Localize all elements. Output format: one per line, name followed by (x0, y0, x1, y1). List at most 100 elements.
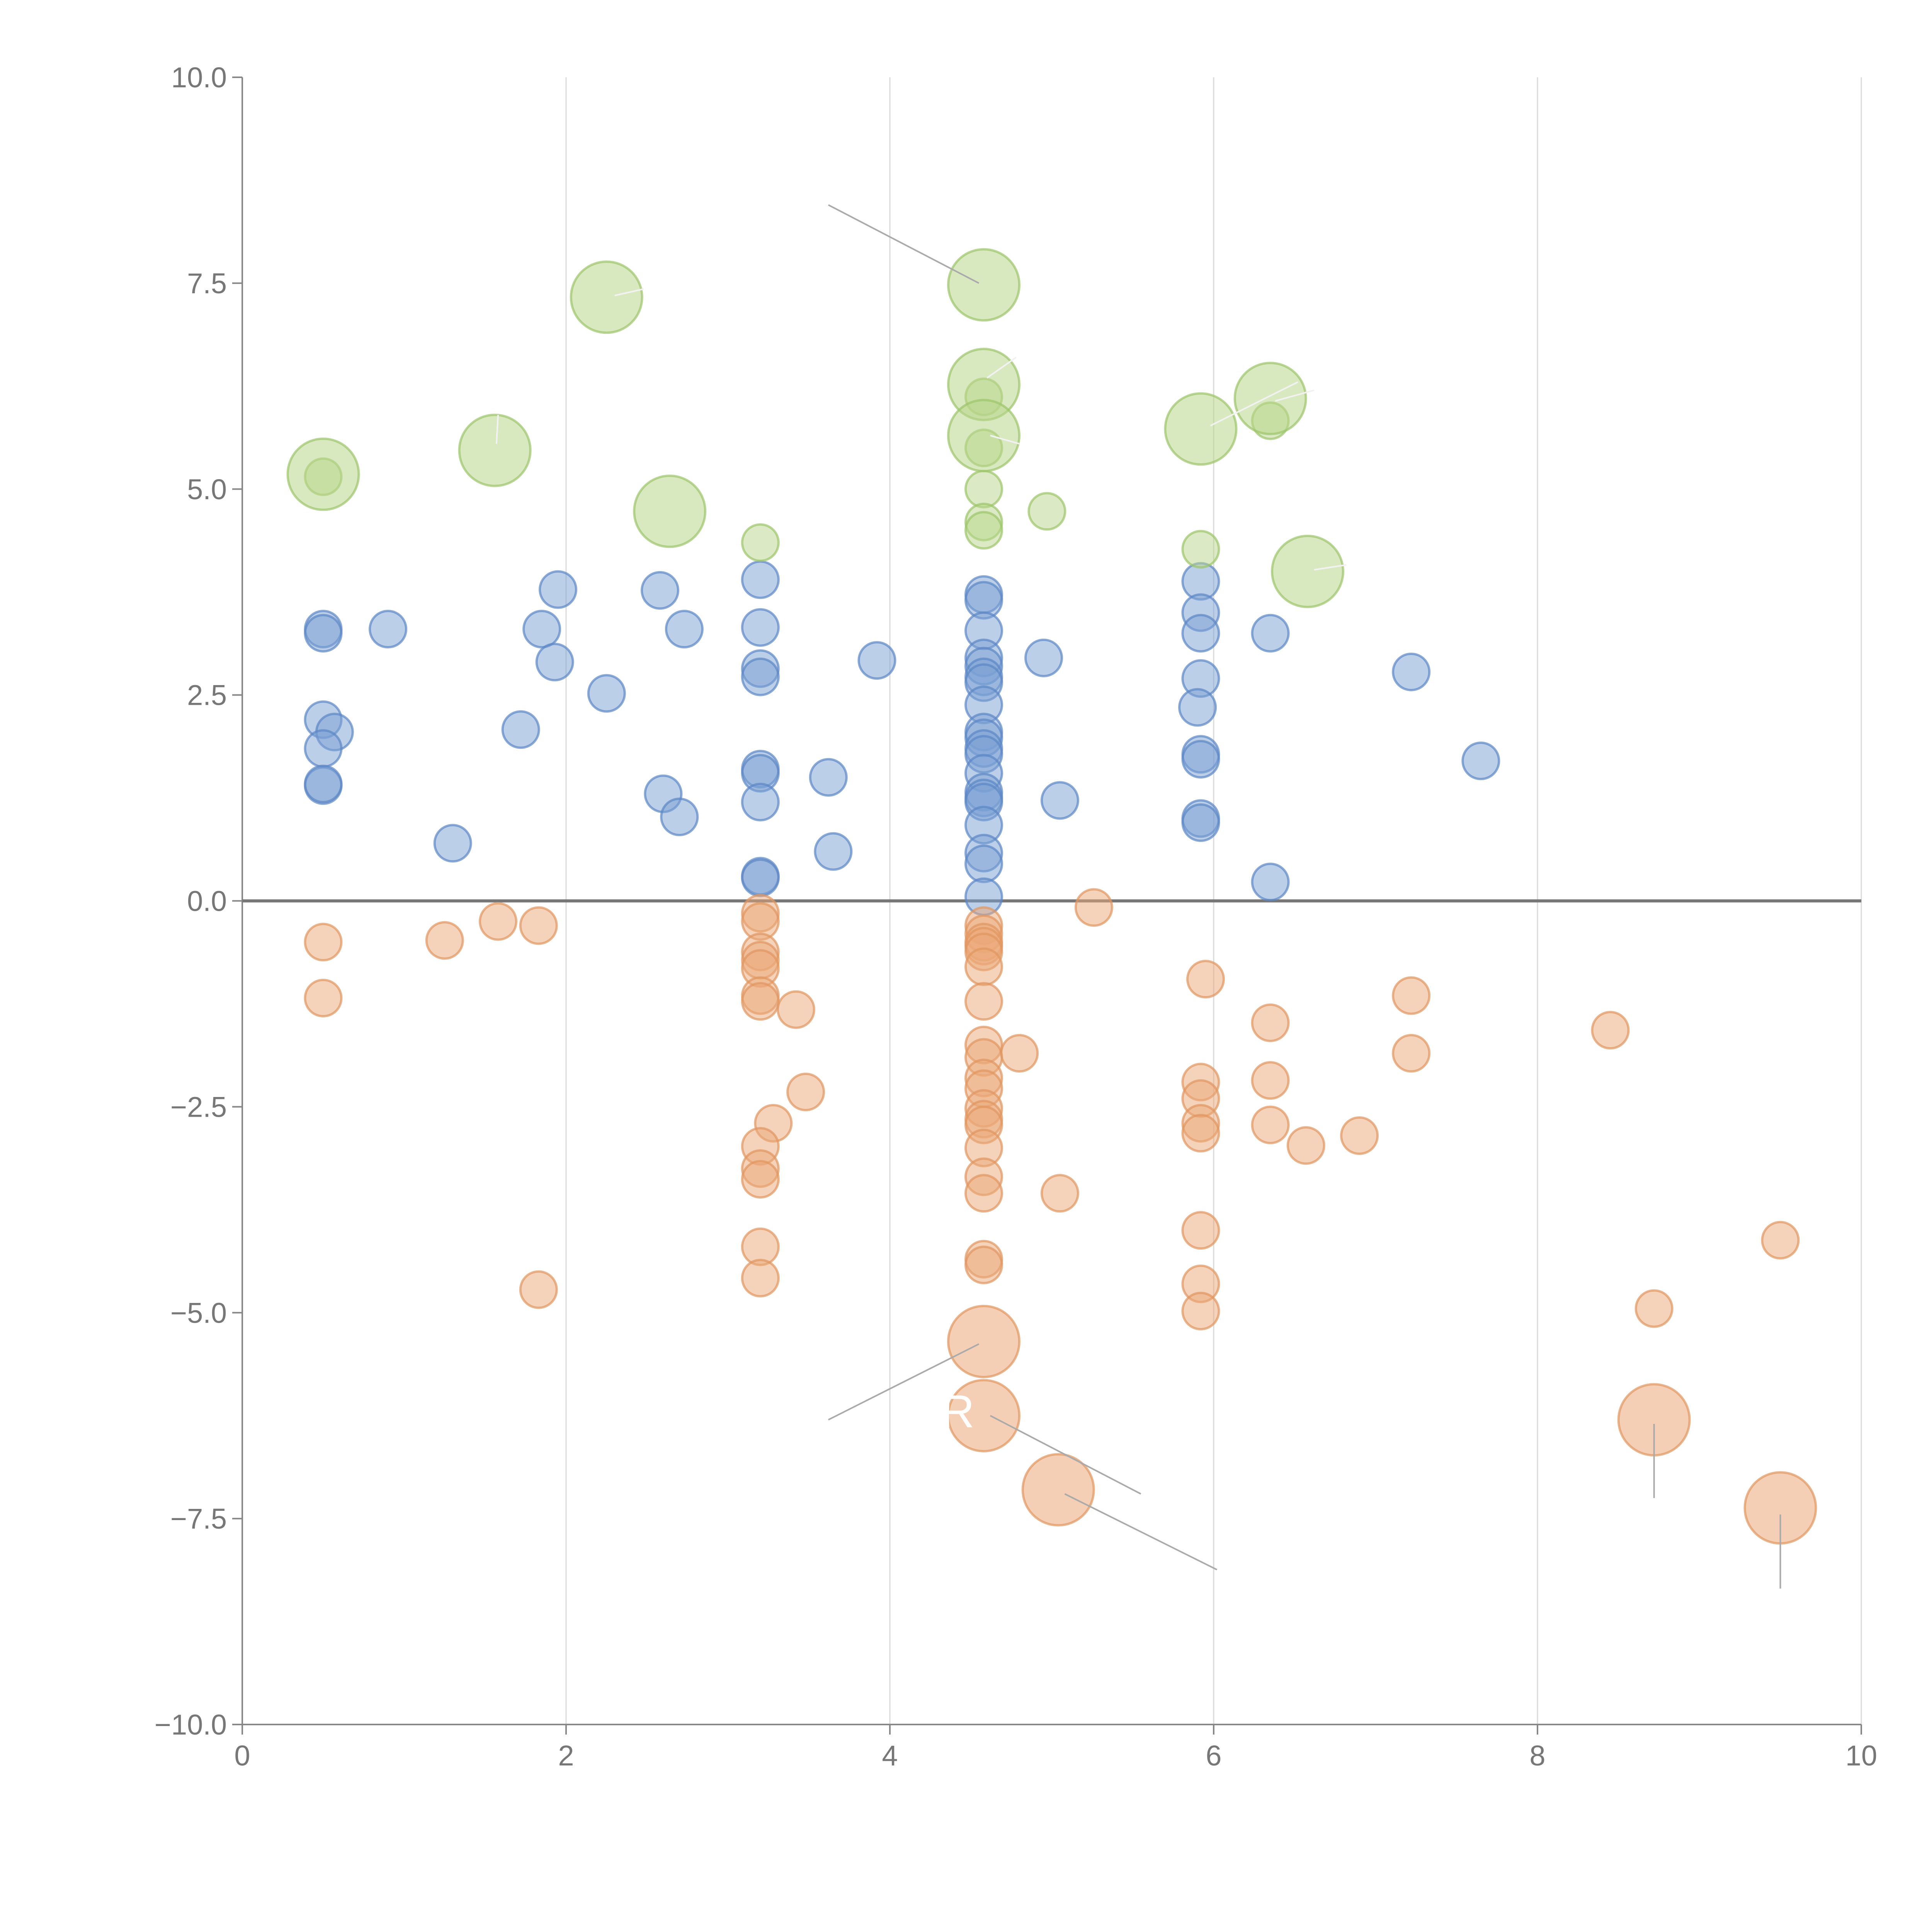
bubble-large-neg-big-1 (947, 1304, 1021, 1378)
x-tick-label: 8 (1529, 1740, 1545, 1772)
bubble-large-pos-big-5 (947, 248, 1021, 322)
leader-line (495, 415, 499, 444)
bubble-positive (304, 764, 343, 803)
bubble-negative (1040, 1174, 1079, 1213)
y-tick-label: 2.5 (187, 679, 227, 711)
y-tick-label: −7.5 (170, 1503, 227, 1535)
bubble-large-pos-big-8 (1164, 392, 1238, 466)
y-tick-label: 10.0 (171, 61, 227, 94)
y-tick-label: −5.0 (170, 1297, 227, 1329)
leader-line (990, 435, 1020, 445)
bubble-positive (587, 674, 626, 713)
bubble-positive (641, 571, 680, 610)
bubble-positive (741, 560, 780, 599)
bubble-negative (425, 921, 464, 960)
large-bubbles (286, 248, 1817, 1545)
bubble-positive (809, 758, 848, 797)
bubble-negative (1181, 1291, 1220, 1330)
bubble-negative (964, 1245, 1003, 1284)
bubble-positive (369, 610, 408, 649)
bubble-positive (741, 608, 780, 647)
bubble-positive (522, 610, 561, 649)
bubble-negative (964, 1174, 1003, 1213)
bubble-negative (304, 979, 343, 1018)
bubble-negative (304, 923, 343, 962)
bubble-negative (519, 1270, 558, 1309)
bubble-negative (1186, 959, 1225, 998)
leader-line (828, 1343, 980, 1421)
bubble-large-pos-big-9 (1233, 362, 1307, 435)
bubble-positive (660, 798, 699, 837)
bubble-large-pos-big-7 (947, 399, 1021, 473)
leader-line (1064, 1493, 1218, 1571)
bubble-negative (964, 947, 1003, 986)
bubble-positive (665, 610, 704, 649)
bubble-negative (1000, 1034, 1039, 1073)
bubble-negative (1251, 1003, 1290, 1042)
bubble-positive (741, 858, 780, 897)
tick-labels: 10.0 7.5 5.0 2.5 0.0 −2.5 −5.0 −7.5 −10.00 2 4 6 8 10 (155, 61, 1877, 1772)
leader-line (1210, 381, 1298, 427)
bubble-large-pos-big-3 (570, 260, 643, 334)
bubble-positive (304, 729, 343, 768)
x-tick-label: 4 (882, 1740, 898, 1772)
bubble-positive (1181, 614, 1220, 653)
bubble-large-pos-big-1 (286, 437, 360, 511)
bubble-positive-highlight (964, 469, 1003, 509)
y-tick-label: −10.0 (155, 1709, 227, 1741)
y-tick-label: 5.0 (187, 473, 227, 505)
leader-line (1275, 389, 1315, 402)
leader-line (828, 204, 980, 284)
bubble-positive (1251, 862, 1290, 901)
bubble-negative (519, 906, 558, 945)
bubble-positive (1181, 740, 1220, 779)
bubble-negative (479, 902, 518, 941)
bubble-positive (539, 570, 578, 609)
bubble-positive (814, 832, 853, 871)
bubble-negative (1286, 1126, 1325, 1165)
bubble-negative (1181, 1211, 1220, 1250)
bubble-positive (535, 643, 574, 682)
bubble-negative (964, 982, 1003, 1021)
y-tick-label: −2.5 (170, 1091, 227, 1123)
bubble-negative (776, 990, 815, 1029)
leader-line (990, 1415, 1141, 1495)
bubble-positive (857, 641, 896, 680)
bubble-positive (741, 657, 780, 696)
bubble-positive (433, 824, 472, 863)
y-tick-label: 7.5 (187, 267, 227, 299)
bubble-positive (1392, 652, 1431, 691)
bubble-positive (1178, 688, 1217, 727)
bubble-negative (1181, 1114, 1220, 1153)
y-tick-label: 0.0 (187, 885, 227, 917)
bubble-positive-highlight (1027, 492, 1066, 531)
bubble-positive (1461, 742, 1500, 781)
bubble-negative (1634, 1289, 1673, 1328)
bubble-negative (786, 1073, 825, 1112)
bubble-negative (1251, 1061, 1290, 1100)
bubble-negative (1340, 1116, 1379, 1155)
bubble-positive (501, 710, 540, 749)
bubble-negative (1074, 888, 1113, 927)
bubble-positive (304, 614, 343, 653)
bubble-negative (1761, 1221, 1800, 1260)
bubble-label: R (941, 1386, 975, 1437)
bubble-large-pos-big-4 (633, 474, 707, 548)
x-tick-label: 2 (558, 1740, 574, 1772)
bubble-positive (964, 844, 1003, 883)
bubble-negative (1591, 1011, 1630, 1050)
bubble-positive-highlight (964, 511, 1003, 550)
leader-lines (495, 204, 1781, 1589)
bubble-positive-highlight (741, 523, 780, 562)
bubble-positive (1251, 614, 1290, 653)
bubble-labels: R (941, 1386, 975, 1437)
bubble-negative (1251, 1105, 1290, 1145)
bubble-positive (1024, 638, 1063, 677)
bubble-positive (1040, 781, 1079, 820)
bubble-negative (1392, 1034, 1431, 1073)
bubble-large-neg-big-3 (1021, 1453, 1095, 1527)
x-tick-label: 6 (1206, 1740, 1221, 1772)
x-tick-label: 10 (1845, 1740, 1877, 1772)
